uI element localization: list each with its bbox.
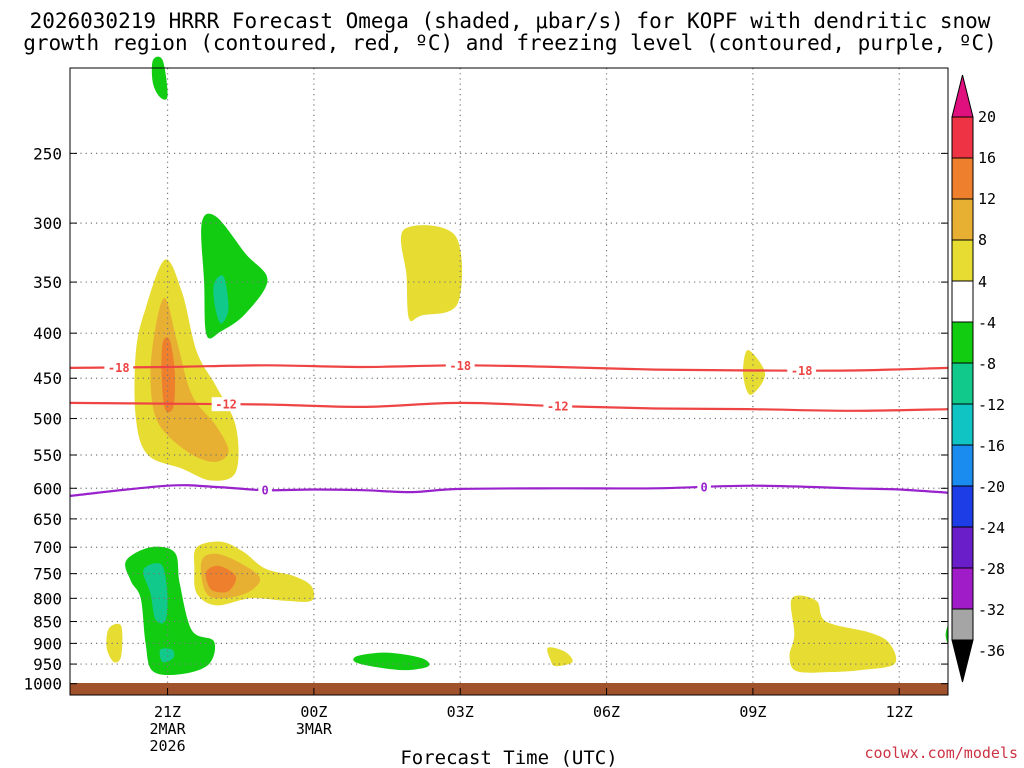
temperature-contours: -18 -18 -18 -12 -12 0 0 [69, 358, 949, 498]
ground-bar [70, 683, 948, 695]
colorbar-segment-9 [951, 485, 974, 528]
contour-line-0 [69, 484, 949, 497]
gridlines [70, 68, 948, 695]
contour-label-bg--18-2 [787, 363, 817, 378]
omega-region-1 [201, 213, 268, 339]
colorbar-label-6: -8 [978, 355, 996, 373]
omega-region-16 [743, 350, 766, 395]
colorbar-segment-7 [951, 403, 974, 446]
contour-label-bg-0-1 [697, 479, 711, 494]
colorbar-top-triangle [951, 74, 974, 118]
chart-title-line2: growth region (contoured, red, ºC) and f… [23, 31, 997, 55]
contour-label-bg-0-0 [258, 483, 272, 498]
contour-label-0-0: 0 [261, 484, 268, 498]
ytick-label-1000: 1000 [23, 675, 62, 694]
xtick-label-0-1: 2MAR [149, 720, 186, 738]
plot-frame [69, 67, 949, 696]
ytick-label-550: 550 [33, 446, 62, 465]
colorbar-segment-6 [951, 362, 974, 405]
colorbar: 20 16 12 8 4 -4 -8 -12 -16 -20 -24 -28 -32 -36 [951, 74, 1005, 683]
colorbar-label-8: -16 [978, 437, 1005, 455]
colorbar-segment-1 [951, 157, 974, 200]
ytick-label-900: 900 [33, 634, 62, 653]
colorbar-segment-5 [951, 321, 974, 364]
omega-region-15 [400, 225, 463, 322]
omega-region-13 [205, 565, 237, 593]
contour-label--18-1: -18 [449, 359, 471, 373]
colorbar-label-4: 4 [978, 273, 987, 291]
xtick-label-15-0: 12Z [886, 703, 913, 721]
omega-region-9 [150, 297, 229, 462]
contour-label--18-2: -18 [791, 364, 813, 378]
ytick-label-400: 400 [33, 324, 62, 343]
omega-region-0 [151, 56, 168, 100]
colorbar-label-10: -24 [978, 519, 1005, 537]
contour-label--18-0: -18 [108, 361, 130, 375]
colorbar-segment-12 [951, 608, 974, 641]
omega-region-14 [106, 623, 123, 663]
colorbar-label-0: 20 [978, 108, 996, 126]
contour-label-bg--18-0 [104, 360, 134, 375]
contour-label-bg--12-1 [543, 399, 573, 414]
colorbar-label-5: -4 [978, 314, 996, 332]
xtick-label-0-0: 21Z [154, 703, 181, 721]
colorbar-segment-4 [951, 280, 974, 323]
colorbar-label-13: -36 [978, 642, 1005, 660]
contour-label-bg--18-1 [445, 358, 475, 373]
colorbar-segment-10 [951, 526, 974, 569]
contour-label-0-1: 0 [700, 480, 707, 494]
ytick-label-750: 750 [33, 565, 62, 584]
colorbar-segment-8 [951, 444, 974, 487]
colorbar-label-1: 16 [978, 149, 996, 167]
ytick-label-450: 450 [33, 369, 62, 388]
colorbar-segment-11 [951, 567, 974, 610]
xtick-label-3-1: 3MAR [296, 720, 333, 738]
colorbar-label-2: 12 [978, 190, 996, 208]
x-axis-label: Forecast Time (UTC) [400, 747, 617, 768]
ytick-label-500: 500 [33, 410, 62, 429]
ytick-label-850: 850 [33, 613, 62, 632]
ytick-label-600: 600 [33, 479, 62, 498]
colorbar-segment-2 [951, 198, 974, 241]
ytick-label-700: 700 [33, 538, 62, 557]
xtick-label-3-0: 00Z [300, 703, 327, 721]
ytick-label-950: 950 [33, 655, 62, 674]
colorbar-label-7: -12 [978, 396, 1005, 414]
y-axis-ticks: 250 300 350 400 450 500 550 600 650 700 750 800 850 9… [23, 144, 948, 694]
omega-region-5 [159, 648, 175, 663]
ytick-label-350: 350 [33, 273, 62, 292]
ytick-label-300: 300 [33, 214, 62, 233]
xtick-label-6-0: 03Z [447, 703, 474, 721]
omega-region-2 [213, 275, 229, 324]
xtick-label-9-0: 06Z [593, 703, 620, 721]
omega-region-4 [143, 563, 168, 624]
omega-region-17 [547, 647, 573, 667]
omega-region-6 [353, 652, 430, 671]
contour-label--12-1: -12 [547, 400, 569, 414]
colorbar-label-12: -32 [978, 601, 1005, 619]
contour-label-bg--12-0 [211, 397, 241, 412]
xtick-label-12-0: 09Z [739, 703, 766, 721]
omega-region-18 [789, 595, 897, 673]
contour-label--12-0: -12 [215, 398, 237, 412]
credit-text: coolwx.com/models [864, 744, 1018, 762]
xtick-label-0-2: 2026 [149, 737, 185, 755]
colorbar-label-11: -28 [978, 560, 1005, 578]
colorbar-segment-3 [951, 239, 974, 282]
colorbar-label-3: 8 [978, 231, 987, 249]
colorbar-segment-0 [951, 116, 974, 159]
ytick-label-800: 800 [33, 589, 62, 608]
colorbar-bottom-triangle [951, 639, 974, 683]
ytick-label-250: 250 [33, 144, 62, 163]
colorbar-label-9: -20 [978, 478, 1005, 496]
omega-shaded-regions [106, 56, 949, 676]
chart-title-line1: 2026030219 HRRR Forecast Omega (shaded, … [30, 9, 991, 33]
ytick-label-650: 650 [33, 510, 62, 529]
omega-region-10 [161, 337, 176, 413]
